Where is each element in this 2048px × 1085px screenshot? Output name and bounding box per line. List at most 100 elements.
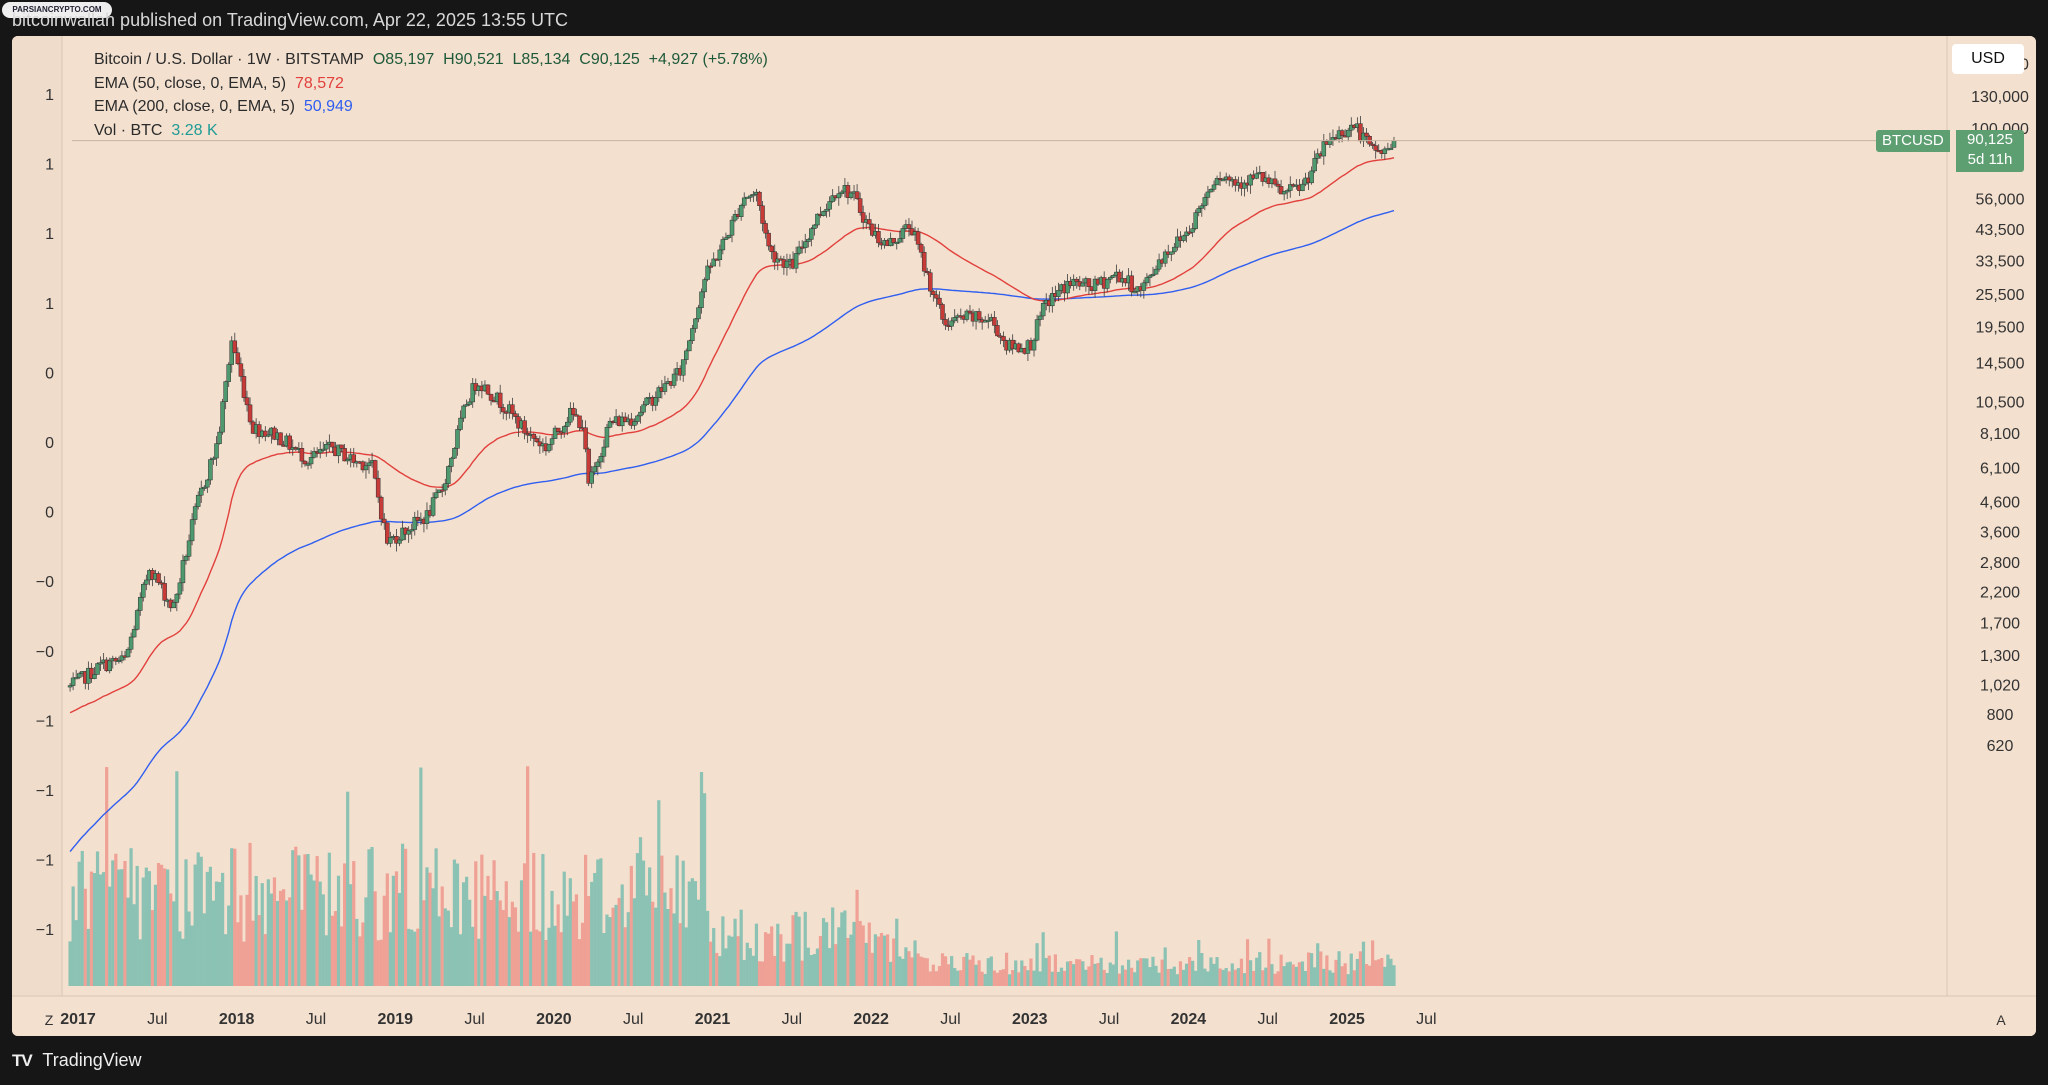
volume-bar <box>913 940 917 986</box>
volume-bar <box>437 916 441 986</box>
candle-body <box>439 489 445 492</box>
volume-bar <box>910 957 914 986</box>
candle-body <box>238 363 244 377</box>
volume-bar <box>465 876 469 986</box>
currency-button[interactable]: USD <box>1952 44 2024 74</box>
candle-body <box>247 404 253 423</box>
open-value: O85,197 <box>372 51 435 68</box>
time-tick-label: Jul <box>1416 1011 1436 1028</box>
volume-bar <box>837 927 841 986</box>
candle-body <box>1147 275 1153 278</box>
candle-body <box>772 251 777 263</box>
volume-bar <box>1206 971 1210 986</box>
volume-bar <box>1343 963 1347 986</box>
symbol-name: Bitcoin / U.S. Dollar · 1W · BITSTAMP <box>94 51 364 68</box>
volume-bar <box>1001 969 1006 986</box>
volume-bar <box>843 910 847 986</box>
candle-body <box>1281 191 1287 195</box>
left-axis-label: −0 <box>36 574 54 591</box>
candle-body <box>446 466 451 484</box>
volume-bar <box>767 933 771 986</box>
volume-bar <box>135 865 139 986</box>
volume-line[interactable]: Vol · BTC 3.28 K <box>94 119 768 143</box>
candle-body <box>321 448 326 451</box>
symbol-line[interactable]: Bitcoin / U.S. Dollar · 1W · BITSTAMP O8… <box>94 48 768 72</box>
volume-bar <box>947 964 951 986</box>
volume-bar <box>1288 961 1292 986</box>
candle-body <box>1309 170 1314 184</box>
candle-body <box>812 224 817 229</box>
zoom-button[interactable]: Z <box>44 1012 54 1028</box>
volume-bar <box>1133 972 1137 986</box>
volume-bar <box>98 874 103 986</box>
candle-body <box>141 583 146 598</box>
volume-bar <box>550 890 554 986</box>
candle-body <box>220 401 225 433</box>
volume-bar <box>489 899 493 986</box>
price-tick-label: 33,500 <box>1976 254 2025 271</box>
candle-body <box>504 411 509 414</box>
candle-body <box>827 201 832 210</box>
volume-bar <box>431 888 435 986</box>
volume-bar <box>532 852 536 986</box>
volume-bar <box>400 843 405 986</box>
volume-bar <box>974 964 978 986</box>
candle-body <box>589 471 594 484</box>
auto-scale-button[interactable]: A <box>1996 1012 2006 1028</box>
volume-bar <box>556 904 560 986</box>
candle-body <box>641 404 646 413</box>
volume-bar <box>1380 958 1384 986</box>
volume-bar <box>696 899 701 986</box>
ema50-line[interactable]: EMA (50, close, 0, EMA, 5) 78,572 <box>94 72 768 96</box>
volume-bar <box>257 915 261 986</box>
price-tick-label: 800 <box>1987 707 2014 724</box>
volume-bar <box>1105 972 1109 986</box>
candle-body <box>522 420 527 434</box>
candle-body <box>513 413 518 417</box>
candle-body <box>76 673 82 678</box>
volume-bar <box>361 922 365 986</box>
candle-body <box>1254 173 1259 179</box>
volume-bar <box>794 911 798 986</box>
volume-bar <box>654 907 658 986</box>
candle-body <box>266 434 271 437</box>
candle-body <box>1196 208 1201 213</box>
volume-bar <box>1233 969 1237 986</box>
candle-body <box>1391 140 1397 148</box>
candle-body <box>208 459 213 481</box>
left-axis-label: −1 <box>36 713 54 730</box>
ema200-line[interactable]: EMA (200, close, 0, EMA, 5) 50,949 <box>94 95 768 119</box>
candle-body <box>1031 339 1037 351</box>
volume-bar <box>242 941 246 986</box>
price-chart[interactable]: 170,000130,000100,00056,00043,50033,5002… <box>12 36 2036 1036</box>
chart-frame[interactable]: 170,000130,000100,00056,00043,50033,5002… <box>12 36 2036 1036</box>
volume-bar <box>1230 963 1234 986</box>
candle-body <box>592 466 598 473</box>
candle-body <box>302 460 308 465</box>
candle-body <box>815 213 820 226</box>
volume-bar <box>455 863 460 986</box>
volume-bar <box>1273 973 1277 986</box>
candle-body <box>198 487 204 496</box>
volume-bar <box>224 934 228 986</box>
left-axis-label: 1 <box>45 157 54 174</box>
volume-bar <box>282 889 286 986</box>
volume-bar <box>635 853 640 986</box>
candle-body <box>171 602 177 609</box>
candle-body <box>452 448 457 459</box>
volume-bar <box>590 881 594 986</box>
volume-bar <box>358 936 362 986</box>
volume-bar <box>172 901 176 986</box>
volume-bar <box>760 961 765 986</box>
volume-bar <box>248 842 252 986</box>
candle-body <box>177 582 183 595</box>
volume-bar <box>233 848 237 986</box>
volume-bar <box>632 898 637 986</box>
tradingview-brand[interactable]: TV TradingView <box>12 1050 141 1071</box>
volume-bar <box>126 897 130 986</box>
volume-bar <box>446 910 450 986</box>
volume-bar <box>672 913 676 986</box>
candle-body <box>726 234 732 238</box>
volume-bar <box>309 874 313 986</box>
volume-bar <box>129 848 133 986</box>
